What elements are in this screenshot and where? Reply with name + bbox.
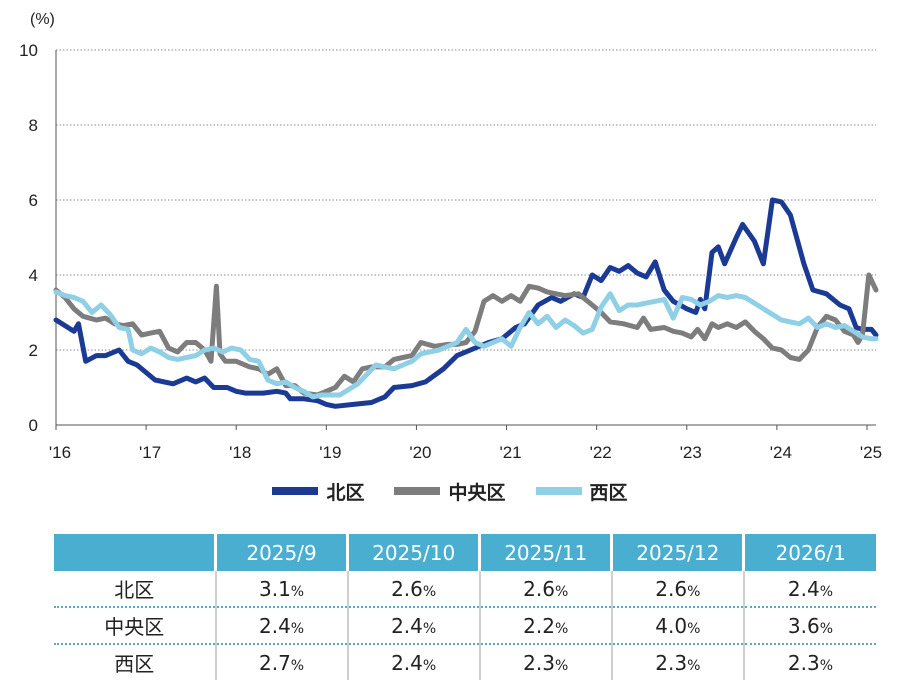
legend-swatch-nishi xyxy=(535,487,582,495)
cell-unit: % xyxy=(290,583,305,600)
table-cell: 3.6% xyxy=(742,607,876,645)
cell-value: 2.4 xyxy=(787,576,820,601)
table-cell: 2.3% xyxy=(742,644,876,680)
table-cell: 3.1% xyxy=(214,571,348,608)
cell-value: 3.6 xyxy=(787,613,820,638)
cell-unit: % xyxy=(290,657,305,674)
x-axis-tick-labels: '16 '17 '18 '19 '20 '21 '22 '23 '24 '25 xyxy=(49,443,882,462)
column-header: 2025/12 xyxy=(610,534,744,571)
cell-value: 2.6 xyxy=(523,576,555,601)
cell-value: 2.3 xyxy=(523,650,555,675)
cell-unit: % xyxy=(422,620,437,637)
legend-swatch-kita xyxy=(272,487,319,495)
cell-unit: % xyxy=(554,583,569,600)
chart-grid xyxy=(55,49,876,430)
table-cell: 2.4% xyxy=(346,644,480,680)
x-tick-label: '18 xyxy=(229,443,251,462)
legend-label-kita: 北区 xyxy=(326,481,365,504)
legend-label-nishi: 西区 xyxy=(589,481,628,504)
legend-item-nishi: 西区 xyxy=(535,478,628,505)
table-cell: 2.6% xyxy=(346,571,480,608)
table-header-row: 2025/9 2025/10 2025/11 2025/12 2026/1 xyxy=(54,534,876,571)
x-tick-label: '17 xyxy=(139,443,161,462)
cell-unit: % xyxy=(687,583,701,600)
x-tick-label: '20 xyxy=(409,443,431,462)
column-header: 2025/11 xyxy=(478,534,612,571)
column-header: 2025/9 xyxy=(213,534,348,571)
table-corner-cell xyxy=(54,534,216,571)
x-tick-label: '21 xyxy=(499,443,521,462)
cell-value: 3.1 xyxy=(258,576,291,601)
column-header: 2025/10 xyxy=(346,534,480,571)
legend-item-chuo: 中央区 xyxy=(394,478,506,505)
table-cell: 2.2% xyxy=(478,607,612,645)
table-cell: 4.0% xyxy=(610,607,744,645)
cell-unit: % xyxy=(422,657,437,674)
cell-unit: % xyxy=(687,620,701,637)
cell-value: 2.7 xyxy=(258,650,291,675)
y-tick-label: 2 xyxy=(29,341,38,360)
table-row: 中央区 2.4% 2.4% 2.2% 4.0% 3.6% xyxy=(54,607,876,645)
table-cell: 2.6% xyxy=(478,571,612,608)
cell-value: 2.2 xyxy=(523,613,555,638)
data-table: 2025/9 2025/10 2025/11 2025/12 2026/1 北区… xyxy=(54,534,876,680)
row-label: 中央区 xyxy=(54,607,216,645)
cell-value: 2.6 xyxy=(391,576,423,601)
cell-unit: % xyxy=(554,657,569,674)
table-cell: 2.3% xyxy=(478,644,612,680)
cell-unit: % xyxy=(554,620,569,637)
cell-value: 2.3 xyxy=(655,650,688,675)
chart-legend: 北区 中央区 西区 xyxy=(0,476,900,506)
cell-unit: % xyxy=(819,620,833,637)
x-tick-label: '25 xyxy=(860,443,882,462)
series-lines xyxy=(53,197,879,409)
legend-swatch-chuo xyxy=(394,487,441,495)
table-row: 北区 3.1% 2.6% 2.6% 2.6% 2.4% xyxy=(54,571,876,608)
cell-unit: % xyxy=(687,657,701,674)
table-cell: 2.4% xyxy=(742,571,876,608)
series-line-1 xyxy=(53,197,879,409)
y-tick-label: 0 xyxy=(29,416,38,435)
row-label: 西区 xyxy=(114,652,155,676)
cell-unit: % xyxy=(290,620,305,637)
cell-value: 2.4 xyxy=(391,613,423,638)
legend-item-kita: 北区 xyxy=(272,478,364,505)
y-axis-unit-label: (%) xyxy=(30,11,55,28)
x-tick-label: '16 xyxy=(49,443,71,462)
row-label: 北区 xyxy=(54,571,216,608)
series-line-3 xyxy=(53,289,879,400)
x-tick-label: '19 xyxy=(319,443,341,462)
x-tick-label: '23 xyxy=(680,443,702,462)
cell-unit: % xyxy=(819,583,833,600)
y-axis-tick-labels: 0 2 4 6 8 10 xyxy=(19,41,38,435)
y-tick-label: 8 xyxy=(29,116,38,135)
cell-value: 4.0 xyxy=(655,613,688,638)
cell-value: 2.4 xyxy=(258,613,291,638)
cell-unit: % xyxy=(819,657,833,674)
table-cell: 2.4% xyxy=(214,607,348,645)
table-cell: 2.6% xyxy=(610,571,744,608)
table-cell: 2.4% xyxy=(346,607,480,645)
y-tick-label: 6 xyxy=(29,191,38,210)
series-line-2 xyxy=(53,272,879,398)
y-tick-label: 4 xyxy=(29,266,38,285)
table-cell: 2.3% xyxy=(610,644,744,680)
x-tick-label: '22 xyxy=(590,443,612,462)
y-tick-label: 10 xyxy=(19,41,38,60)
line-chart: 0 2 4 6 8 10 '16 '17 '18 '19 '20 '21 '22 '23 '24 '25 (… xyxy=(19,11,882,462)
cell-value: 2.6 xyxy=(655,576,688,601)
table-cell: 2.7% xyxy=(214,644,348,680)
cell-value: 2.3 xyxy=(787,650,820,675)
cell-unit: % xyxy=(422,583,437,600)
x-tick-label: '24 xyxy=(770,443,792,462)
cell-value: 2.4 xyxy=(391,650,423,675)
column-header: 2026/1 xyxy=(742,534,876,571)
legend-label-chuo: 中央区 xyxy=(448,481,506,504)
table-row: 西区 2.7% 2.4% 2.3% 2.3% 2.3% xyxy=(54,644,876,680)
